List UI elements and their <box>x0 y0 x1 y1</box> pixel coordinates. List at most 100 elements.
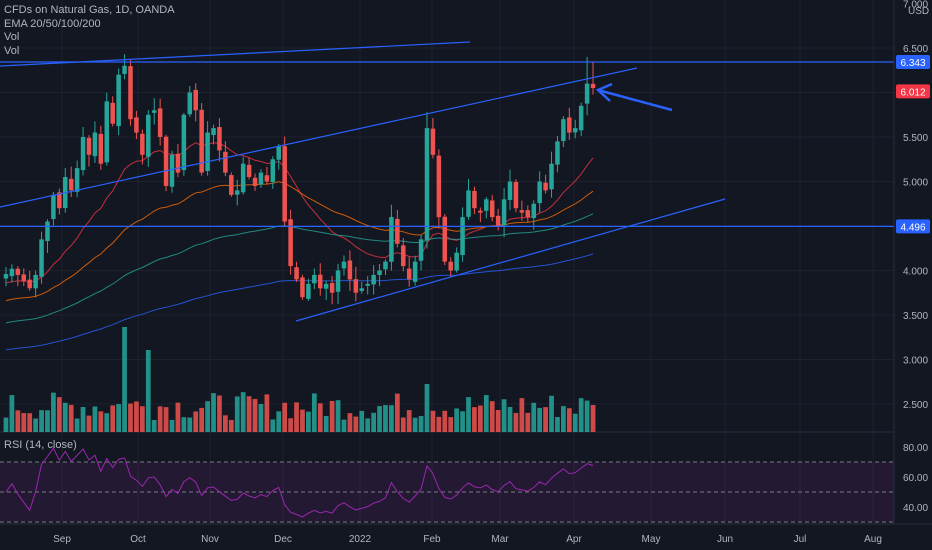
channel-lower-line <box>295 198 726 322</box>
candle-body <box>270 159 276 183</box>
volume-bar <box>507 406 513 432</box>
volume-bar <box>134 401 139 432</box>
volume-bar <box>282 402 288 432</box>
volume-bar <box>543 407 548 432</box>
rsi-pane <box>0 447 894 523</box>
candle-body <box>134 117 139 133</box>
candle-body <box>252 177 258 186</box>
volume-bar <box>110 405 116 432</box>
volume-bar <box>341 419 347 432</box>
candle-body <box>347 260 353 280</box>
volume-bar <box>359 410 365 432</box>
volume-bar <box>187 417 193 432</box>
candle-body <box>454 252 459 271</box>
candle-body <box>543 182 548 191</box>
candle-body <box>3 274 9 279</box>
volume-bar <box>86 415 92 432</box>
volume-bar <box>572 413 578 432</box>
volume-bar <box>300 409 305 432</box>
candle-body <box>406 268 412 280</box>
vol-legend-1[interactable]: Vol <box>4 31 20 43</box>
price-tick-label: 6.500 <box>903 44 928 55</box>
candle-body <box>306 283 311 299</box>
trendline-drawings[interactable] <box>0 41 894 322</box>
volume-bar <box>246 396 252 432</box>
volume-bar <box>519 398 525 432</box>
candle-body <box>288 219 293 267</box>
time-tick-label: Feb <box>423 534 441 545</box>
volume-bar <box>489 401 495 432</box>
arrow-shaft <box>597 88 673 112</box>
time-tick-label: 2022 <box>349 534 372 545</box>
candle-body <box>9 268 15 277</box>
candle-body <box>537 181 542 204</box>
candle-body <box>74 168 80 192</box>
volume-bar <box>323 415 329 432</box>
volume-bar <box>62 402 68 432</box>
candle-body <box>549 163 554 190</box>
candle-body <box>116 74 121 127</box>
candle-body <box>341 261 347 269</box>
candle-body <box>335 270 341 292</box>
volume-bar <box>199 407 205 432</box>
candle-body <box>430 128 436 155</box>
volume-bar <box>128 403 133 432</box>
candle-body <box>276 145 281 160</box>
top-trendline <box>0 41 471 67</box>
volume-bar <box>211 393 216 432</box>
candle-body <box>590 83 596 89</box>
candle-body <box>80 137 86 170</box>
ema-legend[interactable]: EMA 20/50/100/200 <box>4 17 101 30</box>
price-label-bg <box>896 54 930 69</box>
volume-bar <box>436 416 442 432</box>
time-tick-label: Jun <box>717 534 733 545</box>
volume-bar <box>353 416 359 432</box>
candle-body <box>151 110 157 113</box>
volume-bar <box>501 399 507 432</box>
volume-bar <box>51 392 56 432</box>
volume-bar <box>228 419 234 432</box>
volume-bar <box>3 417 9 432</box>
time-axis[interactable]: Sep Oct Nov Dec 2022 Feb Mar Apr May Jun Jul Aug <box>0 523 932 545</box>
volume-bar <box>68 404 74 432</box>
volume-bar <box>460 411 465 432</box>
volume-bar <box>80 407 86 432</box>
price-label-bg <box>896 84 930 99</box>
rsi-legend[interactable]: RSI (14, close) <box>4 439 77 451</box>
symbol-title[interactable]: CFDs on Natural Gas, 1D, OANDA <box>4 4 175 16</box>
volume-bar <box>122 327 127 432</box>
candle-body <box>128 66 133 120</box>
volume-bar <box>306 411 311 432</box>
volume-bar <box>21 413 27 432</box>
candle-body <box>555 141 560 165</box>
volume-bar <box>33 418 38 432</box>
time-tick-label: Mar <box>491 534 509 545</box>
volume-bar <box>240 392 246 432</box>
price-axis[interactable]: 7.0006.5006.0005.5005.0004.5004.0003.500… <box>893 0 930 524</box>
candle-body <box>584 83 590 104</box>
volume-bar <box>98 411 104 432</box>
candle-body <box>513 181 519 209</box>
price-tick-label: 3.500 <box>903 311 928 322</box>
volume-bar <box>335 400 341 432</box>
volume-bar <box>39 410 44 432</box>
vol-legend-2[interactable]: Vol <box>4 44 20 57</box>
rsi-tick-label: 40.00 <box>903 503 928 514</box>
time-tick-label: Nov <box>201 534 219 545</box>
volume-bar <box>276 411 282 432</box>
candle-body <box>39 239 44 277</box>
price-tick-label: 7.000 <box>903 0 928 11</box>
volume-bar <box>578 398 584 432</box>
ema-200-line <box>5 253 594 351</box>
volume-bar <box>294 402 299 432</box>
candle-body <box>181 114 187 171</box>
candle-body <box>484 199 489 211</box>
price-label: 6.343 <box>900 58 925 69</box>
volume-bar <box>264 394 270 432</box>
volume-bar <box>566 408 572 432</box>
volume-bar <box>590 405 596 432</box>
candle-body <box>507 181 513 200</box>
volume-bar <box>151 419 157 432</box>
candle-body <box>140 133 145 155</box>
